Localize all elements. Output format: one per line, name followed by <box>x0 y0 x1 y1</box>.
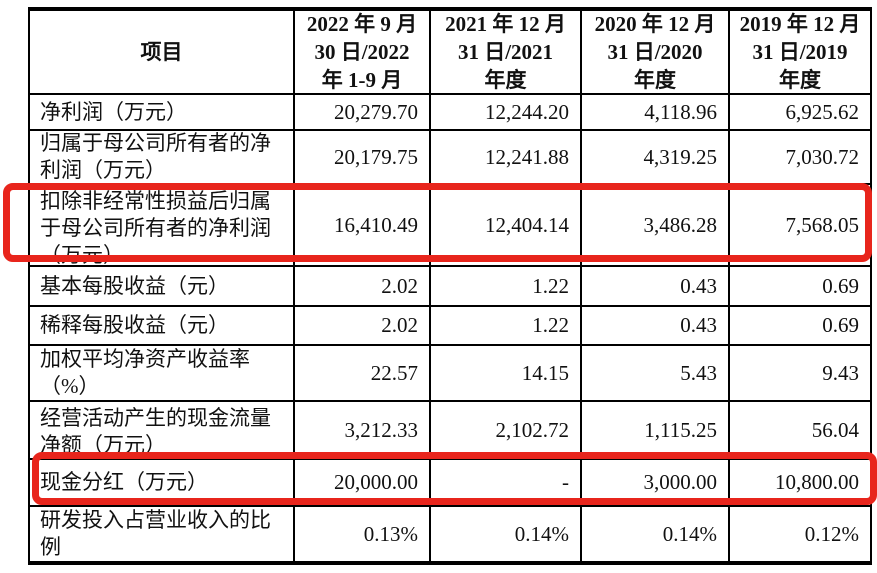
value-cell: 1,115.25 <box>582 402 730 460</box>
row-label-deducted-net-profit: 扣除非经常性损益后归属 于母公司所有者的净利润 （万元） <box>30 185 295 267</box>
value-cell: 3,000.00 <box>582 460 730 507</box>
header-item-column: 项目 <box>30 11 295 95</box>
value-cell: 0.13% <box>295 507 431 561</box>
value-cell: 0.43 <box>582 267 730 307</box>
value-cell: 4,118.96 <box>582 95 730 131</box>
value-cell: 22.57 <box>295 346 431 402</box>
row-label-rd-expense-ratio: 研发投入占营业收入的比 例 <box>30 507 295 561</box>
value-cell: 7,568.05 <box>730 185 870 267</box>
row-label-weighted-avg-roe: 加权平均净资产收益率 （%） <box>30 346 295 402</box>
value-cell: 7,030.72 <box>730 131 870 185</box>
header-period-2021: 2021 年 12 月 31 日/2021 年度 <box>431 11 582 95</box>
value-cell: 56.04 <box>730 402 870 460</box>
row-label-diluted-eps: 稀释每股收益（元） <box>30 307 295 346</box>
value-cell: 12,241.88 <box>431 131 582 185</box>
value-cell: 10,800.00 <box>730 460 870 507</box>
value-cell: - <box>431 460 582 507</box>
value-cell: 4,319.25 <box>582 131 730 185</box>
value-cell: 5.43 <box>582 346 730 402</box>
financial-table: 项目 2022 年 9 月 30 日/2022 年 1-9 月 2021 年 1… <box>28 7 872 565</box>
value-cell: 12,404.14 <box>431 185 582 267</box>
header-period-2022: 2022 年 9 月 30 日/2022 年 1-9 月 <box>295 11 431 95</box>
value-cell: 12,244.20 <box>431 95 582 131</box>
value-cell: 16,410.49 <box>295 185 431 267</box>
row-label-cash-dividend: 现金分红（万元） <box>30 460 295 507</box>
value-cell: 2.02 <box>295 267 431 307</box>
value-cell: 0.69 <box>730 307 870 346</box>
value-cell: 0.14% <box>431 507 582 561</box>
row-label-parent-net-profit: 归属于母公司所有者的净 利润（万元） <box>30 131 295 185</box>
value-cell: 0.69 <box>730 267 870 307</box>
value-cell: 9.43 <box>730 346 870 402</box>
value-cell: 2.02 <box>295 307 431 346</box>
value-cell: 20,179.75 <box>295 131 431 185</box>
value-cell: 1.22 <box>431 307 582 346</box>
value-cell: 1.22 <box>431 267 582 307</box>
value-cell: 2,102.72 <box>431 402 582 460</box>
value-cell: 0.43 <box>582 307 730 346</box>
value-cell: 20,279.70 <box>295 95 431 131</box>
header-period-2020: 2020 年 12 月 31 日/2020 年度 <box>582 11 730 95</box>
row-label-net-profit: 净利润（万元） <box>30 95 295 131</box>
row-label-basic-eps: 基本每股收益（元） <box>30 267 295 307</box>
value-cell: 6,925.62 <box>730 95 870 131</box>
value-cell: 0.12% <box>804 521 859 546</box>
value-cell: 20,000.00 <box>295 460 431 507</box>
value-cell: 14.15 <box>431 346 582 402</box>
value-cell: 3,212.33 <box>295 402 431 460</box>
value-cell: 3,486.28 <box>582 185 730 267</box>
row-label-operating-cash-flow: 经营活动产生的现金流量 净额（万元） <box>30 402 295 460</box>
header-period-2019: 2019 年 12 月 31 日/2019 年度 <box>730 11 870 95</box>
value-cell: 0.14% <box>582 507 730 561</box>
